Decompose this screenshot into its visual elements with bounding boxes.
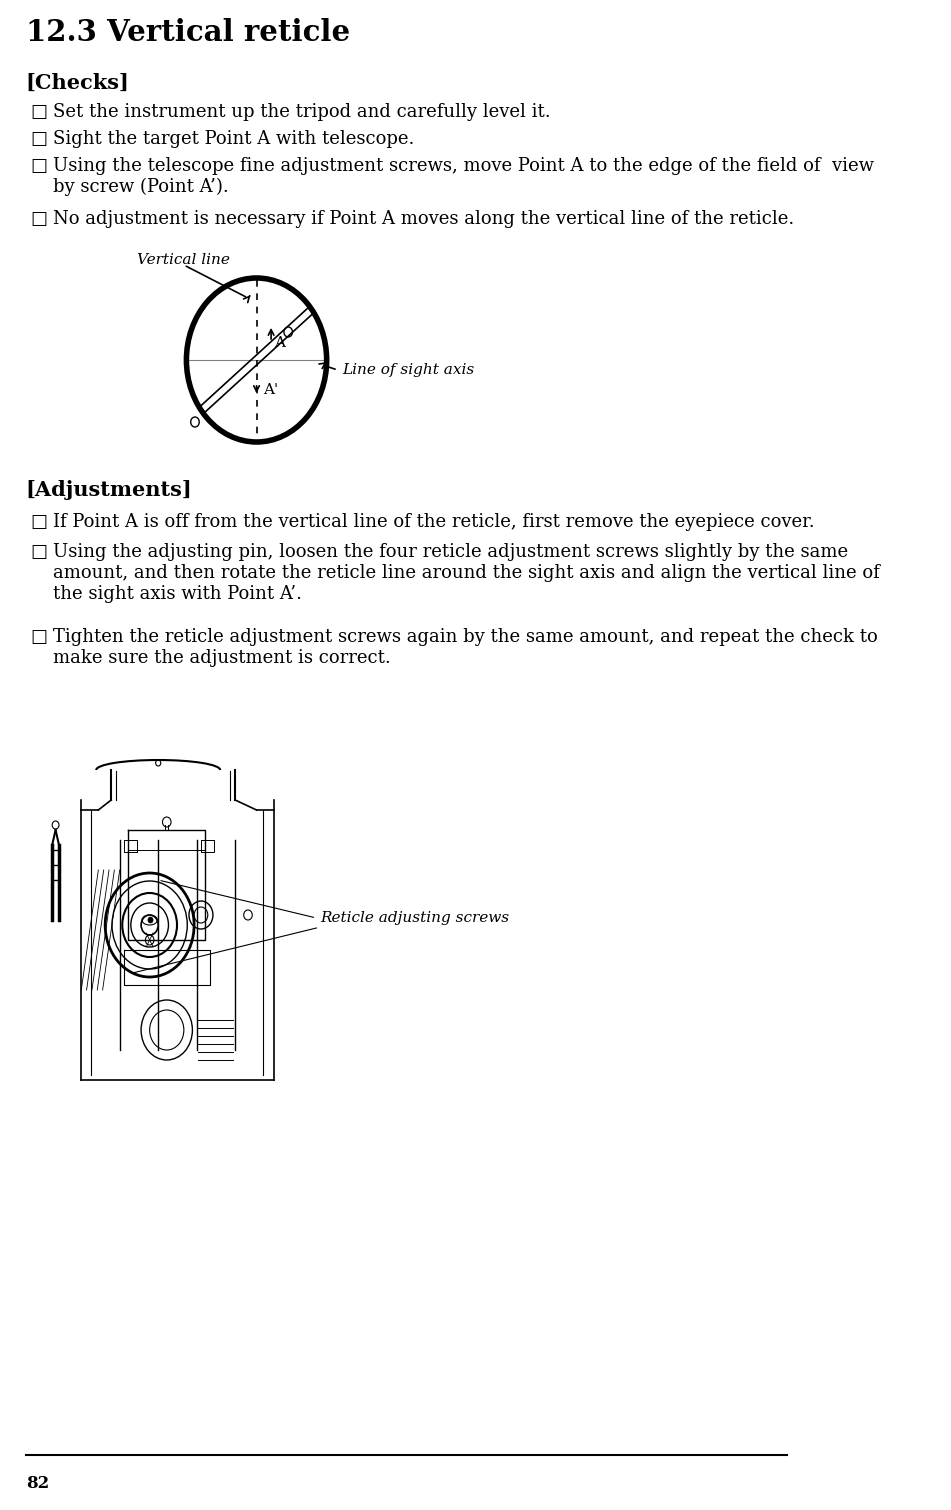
Text: Using the adjusting pin, loosen the four reticle adjustment screws slightly by t: Using the adjusting pin, loosen the four…: [53, 544, 880, 602]
Text: A': A': [263, 384, 279, 397]
Text: □: □: [29, 103, 47, 121]
Text: □: □: [29, 157, 47, 175]
Text: □: □: [29, 628, 47, 646]
Circle shape: [148, 917, 153, 923]
Text: [Checks]: [Checks]: [26, 72, 129, 94]
Text: □: □: [29, 513, 47, 532]
Text: 12.3 Vertical reticle: 12.3 Vertical reticle: [26, 18, 350, 47]
Text: □: □: [29, 544, 47, 562]
Text: If Point A is off from the vertical line of the reticle, first remove the eyepie: If Point A is off from the vertical line…: [53, 513, 815, 532]
Text: Reticle adjusting screws: Reticle adjusting screws: [320, 911, 510, 926]
Text: Using the telescope fine adjustment screws, move Point A to the edge of the fiel: Using the telescope fine adjustment scre…: [53, 157, 874, 196]
Text: Tighten the reticle adjustment screws again by the same amount, and repeat the c: Tighten the reticle adjustment screws ag…: [53, 628, 878, 667]
Text: Set the instrument up the tripod and carefully level it.: Set the instrument up the tripod and car…: [53, 103, 551, 121]
Text: [Adjustments]: [Adjustments]: [26, 480, 192, 500]
Text: Sight the target Point A with telescope.: Sight the target Point A with telescope.: [53, 130, 415, 148]
Text: □: □: [29, 130, 47, 148]
Text: Vertical line: Vertical line: [137, 254, 230, 267]
Text: 82: 82: [26, 1475, 49, 1492]
Text: Line of sight axis: Line of sight axis: [342, 362, 475, 378]
Text: □: □: [29, 210, 47, 228]
Text: A: A: [274, 337, 284, 350]
Text: No adjustment is necessary if Point A moves along the vertical line of the retic: No adjustment is necessary if Point A mo…: [53, 210, 794, 228]
